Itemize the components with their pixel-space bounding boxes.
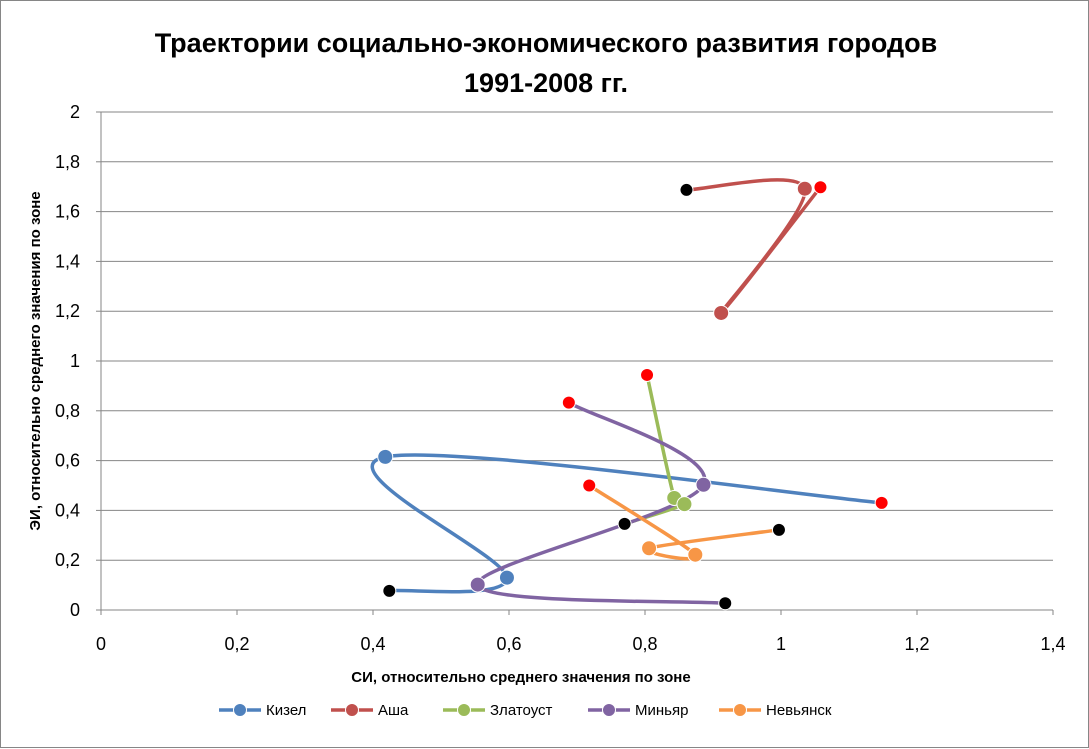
x-axis-label: СИ, относительно среднего значения по зо… bbox=[351, 669, 690, 686]
series-line-4 bbox=[587, 483, 781, 561]
series-layer bbox=[370, 178, 889, 611]
series-1-point-3 bbox=[679, 182, 694, 197]
x-tick-label-6: 1,2 bbox=[904, 634, 929, 654]
x-tick-label-1: 0,2 bbox=[224, 634, 249, 654]
series-1-point-2 bbox=[796, 180, 813, 197]
series-0-point-2 bbox=[498, 569, 515, 586]
legend-marker-2 bbox=[457, 703, 471, 717]
y-tick-label-7: 1,4 bbox=[55, 251, 80, 271]
series-1-point-1 bbox=[713, 304, 730, 321]
x-tick-label-4: 0,8 bbox=[632, 634, 657, 654]
y-tick-label-10: 2 bbox=[70, 102, 80, 122]
legend-label-4: Невьянск bbox=[766, 702, 832, 719]
series-2-point-0 bbox=[640, 367, 655, 382]
series-line-1 bbox=[684, 178, 823, 315]
grid-layer bbox=[101, 111, 1053, 561]
series-4-point-0 bbox=[582, 478, 597, 493]
legend-label-0: Кизел bbox=[266, 702, 306, 719]
legend-marker-3 bbox=[602, 703, 616, 717]
axis-layer: 0 0,2 0,4 0,6 0,8 1 1,2 1,4 1,6 1,8 2 0 0,2 0,4 0,6 0,8… bbox=[55, 102, 1066, 654]
legend-label-3: Миньяр bbox=[635, 702, 688, 719]
y-tick-label-5: 1 bbox=[70, 351, 80, 371]
series-0-point-0 bbox=[874, 495, 889, 510]
legend-marker-4 bbox=[733, 703, 747, 717]
y-tick-label-3: 0,6 bbox=[55, 451, 80, 471]
y-tick-label-2: 0,4 bbox=[55, 500, 80, 520]
series-3-point-1 bbox=[695, 476, 712, 493]
series-3-point-0 bbox=[561, 395, 576, 410]
y-axis-label: ЭИ, относительно среднего значения по зо… bbox=[27, 191, 44, 530]
x-tick-label-7: 1,4 bbox=[1040, 634, 1065, 654]
legend-marker-1 bbox=[345, 703, 359, 717]
legend-marker-0 bbox=[233, 703, 247, 717]
series-4-point-3 bbox=[771, 522, 786, 537]
series-3-point-3 bbox=[718, 596, 733, 611]
x-tick-label-3: 0,6 bbox=[496, 634, 521, 654]
legend-label-1: Аша bbox=[378, 702, 409, 719]
series-0-point-1 bbox=[377, 448, 394, 465]
y-tick-label-0: 0 bbox=[70, 600, 80, 620]
series-4-point-1 bbox=[687, 546, 704, 563]
series-0-point-3 bbox=[382, 583, 397, 598]
chart-title-line-1: Траектории социально-экономического разв… bbox=[155, 28, 938, 58]
y-tick-label-1: 0,2 bbox=[55, 550, 80, 570]
series-3-point-2 bbox=[469, 576, 486, 593]
legend: Кизел Аша Златоуст Миньяр Невьянск bbox=[219, 702, 832, 719]
x-tick-label-0: 0 bbox=[96, 634, 106, 654]
y-tick-label-9: 1,8 bbox=[55, 152, 80, 172]
series-1-point-0 bbox=[813, 180, 828, 195]
x-tick-label-2: 0,4 bbox=[360, 634, 385, 654]
chart-title-line-2: 1991-2008 гг. bbox=[464, 68, 628, 98]
y-tick-label-8: 1,6 bbox=[55, 202, 80, 222]
series-line-3 bbox=[475, 400, 727, 606]
series-2-point-2 bbox=[676, 496, 693, 513]
x-tick-label-5: 1 bbox=[776, 634, 786, 654]
series-2-point-3 bbox=[617, 516, 632, 531]
legend-label-2: Златоуст bbox=[490, 702, 553, 719]
series-4-point-2 bbox=[641, 540, 658, 557]
y-tick-label-6: 1,2 bbox=[55, 301, 80, 321]
y-tick-label-4: 0,8 bbox=[55, 401, 80, 421]
